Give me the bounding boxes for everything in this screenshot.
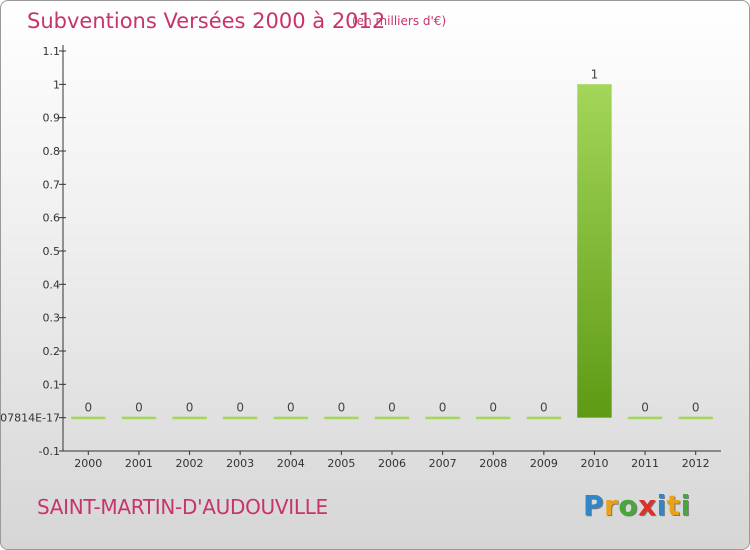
y-tick-label: 0.4 [43,278,61,291]
bar [577,84,612,418]
data-label: 0 [641,401,649,415]
x-tick-label: 2003 [226,457,254,470]
bar [121,416,157,420]
logo-letter: r [604,489,619,522]
y-tick-label: 1.1 [43,45,61,58]
x-tick-label: 2001 [125,457,153,470]
x-tick-label: 2010 [580,457,608,470]
x-tick-label: 2005 [327,457,355,470]
y-tick-label: 0.2 [43,345,61,358]
bar-cap [577,84,612,87]
y-tick-label: 0.9 [43,112,61,125]
y-tick-label: 0.7 [43,178,61,191]
x-tick-label: 2011 [631,457,659,470]
logo-letter: i [680,489,691,522]
y-tick-label: 0.1 [43,378,61,391]
x-tick-label: 2006 [378,457,406,470]
data-label: 0 [84,401,92,415]
x-tick-label: 2009 [530,457,558,470]
y-tick-label: 1 [53,78,60,91]
x-tick-label: 2012 [682,457,710,470]
data-label: 0 [186,401,194,415]
bar [273,416,308,420]
bar [374,416,410,420]
x-tick-label: 2007 [429,457,457,470]
x-tick-label: 2000 [74,457,102,470]
logo-letter: o [618,489,639,522]
logo-letter: i [656,489,667,522]
bar [172,416,207,420]
data-label: 0 [287,401,295,415]
y-tick-label: 0.6 [43,212,61,225]
y-tick-label: -0.1 [39,445,60,458]
bar [627,416,663,420]
data-label: 0 [236,401,244,415]
bar [526,416,562,420]
bar [476,416,511,420]
chart-title: Subventions Versées 2000 à 2012 [27,9,386,33]
bar [425,416,460,420]
y-tick-label: 0.5 [43,245,61,258]
data-label: 0 [388,401,396,415]
y-tick-label: 0.8 [43,145,61,158]
x-tick-label: 2008 [479,457,507,470]
x-tick-label: 2004 [277,457,305,470]
data-label: 0 [692,401,700,415]
data-label: 1 [591,67,599,81]
data-label: 0 [439,401,447,415]
x-tick-label: 2002 [176,457,204,470]
logo-letter: P [583,489,605,522]
logo-letter: x [638,489,657,522]
bar [678,416,713,420]
data-label: 0 [338,401,346,415]
bar [324,416,359,420]
commune-name: SAINT-MARTIN-D'AUDOUVILLE [37,495,328,519]
bar [222,416,258,420]
logo-letter: t [666,489,681,522]
bar [71,416,106,420]
data-label: 0 [489,401,497,415]
proxiti-logo[interactable]: Proxiti [583,489,691,522]
y-tick-label: 0.3 [43,312,61,325]
chart-subtitle: (en milliers d'€) [352,14,447,28]
y-tick-label: 1.3877787807814E-17 [1,412,60,425]
data-label: 0 [540,401,548,415]
data-label: 0 [135,401,143,415]
